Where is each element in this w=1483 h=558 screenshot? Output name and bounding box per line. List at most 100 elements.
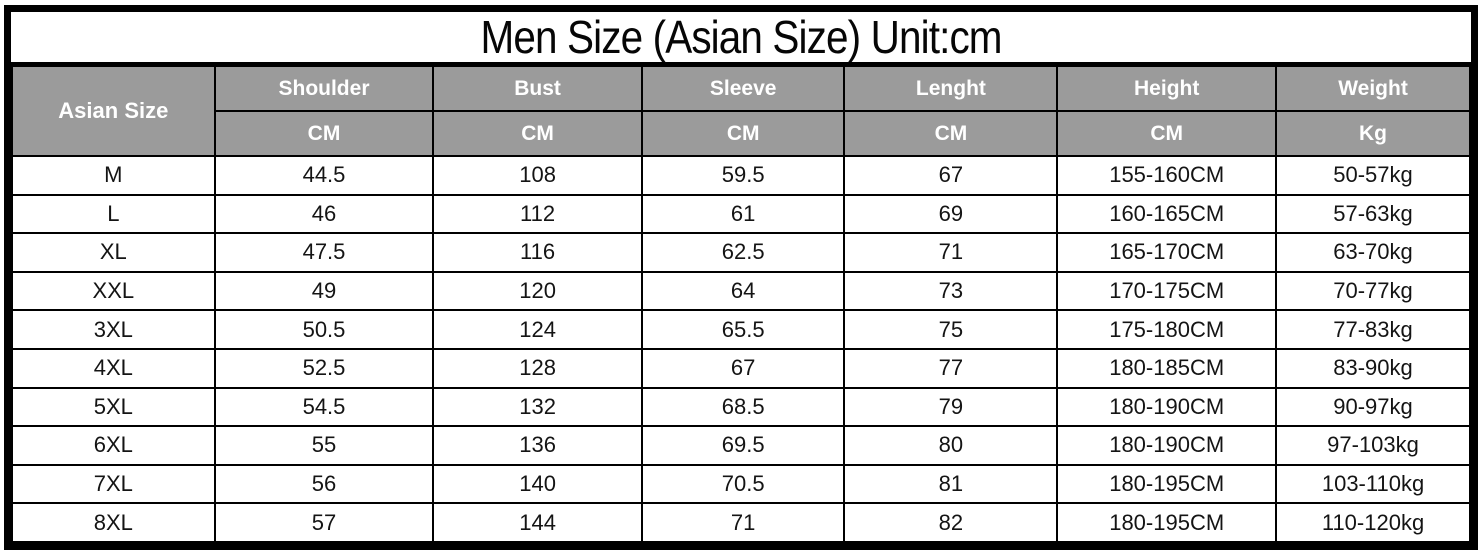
value-cell: 75 [843, 309, 1059, 350]
value-cell: 50-57kg [1275, 155, 1471, 196]
table-row-7xl: 7XL 56 140 70.5 81 180-195CM 103-110kg [11, 463, 1471, 505]
chart-title: Men Size (Asian Size) Unit:cm [480, 12, 1002, 63]
value-cell: 62.5 [640, 232, 846, 273]
table-row-4xl: 4XL 52.5 128 67 77 180-185CM 83-90kg [11, 347, 1471, 389]
header-row-units: CM CM CM CM CM Kg [12, 110, 1471, 157]
table-header: Asian Size Shoulder Bust Sleeve Lenght Heigh… [11, 65, 1471, 157]
value-cell: 90-97kg [1275, 386, 1471, 428]
value-cell: 82 [843, 502, 1059, 543]
table-row-l: L 46 112 61 69 160-165CM 57-63kg [11, 193, 1471, 235]
value-cell: 52.5 [213, 347, 435, 389]
column-unit-weight: Kg [1275, 110, 1471, 157]
value-cell: 59.5 [640, 155, 846, 196]
value-cell: 180-195CM [1056, 502, 1278, 543]
chart-title-bar: Men Size (Asian Size) Unit:cm [11, 12, 1471, 65]
value-cell: 65.5 [640, 309, 846, 350]
value-cell: 70.5 [640, 463, 846, 505]
size-chart-frame: Men Size (Asian Size) Unit:cm Asian Size… [4, 5, 1478, 550]
value-cell: 112 [432, 193, 643, 235]
value-cell: 136 [432, 425, 643, 466]
value-cell: 44.5 [213, 155, 435, 196]
header-row-labels: Asian Size Shoulder Bust Sleeve Lenght Heigh… [11, 65, 1471, 157]
value-cell: 110-120kg [1275, 502, 1471, 543]
value-cell: 57-63kg [1275, 193, 1471, 235]
column-header-weight: Weight [1275, 65, 1471, 112]
value-cell: 175-180CM [1056, 309, 1278, 350]
column-header-bust: Bust [432, 65, 643, 112]
column-unit-shoulder: CM [213, 110, 435, 157]
size-chart-table: Asian Size Shoulder Bust Sleeve Lenght Heigh… [11, 65, 1471, 543]
value-cell: 116 [432, 232, 643, 273]
size-cell: XL [11, 232, 216, 273]
value-cell: 165-170CM [1056, 232, 1278, 273]
size-cell: L [11, 193, 216, 235]
value-cell: 81 [843, 463, 1059, 505]
value-cell: 140 [432, 463, 643, 505]
value-cell: 69 [843, 193, 1059, 235]
size-cell: 5XL [11, 386, 216, 428]
table-row-3xl: 3XL 50.5 124 65.5 75 175-180CM 77-83kg [11, 309, 1471, 350]
value-cell: 180-190CM [1056, 386, 1278, 428]
value-cell: 77-83kg [1275, 309, 1471, 350]
size-cell: 6XL [11, 425, 216, 466]
column-unit-bust: CM [432, 110, 643, 157]
value-cell: 132 [432, 386, 643, 428]
value-cell: 63-70kg [1275, 232, 1471, 273]
value-cell: 68.5 [640, 386, 846, 428]
value-cell: 70-77kg [1275, 270, 1471, 312]
value-cell: 73 [843, 270, 1059, 312]
table-row-m: M 44.5 108 59.5 67 155-160CM 50-57kg [11, 155, 1471, 196]
table-body: M 44.5 108 59.5 67 155-160CM 50-57kg L 46 112 61 69… [11, 155, 1471, 543]
value-cell: 54.5 [213, 386, 435, 428]
value-cell: 108 [432, 155, 643, 196]
value-cell: 180-190CM [1056, 425, 1278, 466]
value-cell: 49 [213, 270, 435, 312]
value-cell: 55 [213, 425, 435, 466]
size-cell: M [11, 155, 216, 196]
value-cell: 128 [432, 347, 643, 389]
value-cell: 170-175CM [1056, 270, 1278, 312]
value-cell: 155-160CM [1056, 155, 1278, 196]
value-cell: 61 [640, 193, 846, 235]
value-cell: 64 [640, 270, 846, 312]
table-row-8xl: 8XL 57 144 71 82 180-195CM 110-120kg [11, 502, 1471, 543]
column-header-asian-size: Asian Size [11, 65, 216, 157]
value-cell: 67 [843, 155, 1059, 196]
value-cell: 124 [432, 309, 643, 350]
value-cell: 56 [213, 463, 435, 505]
value-cell: 67 [640, 347, 846, 389]
column-header-lenght: Lenght [843, 65, 1059, 112]
table-row-xxl: XXL 49 120 64 73 170-175CM 70-77kg [11, 270, 1471, 312]
value-cell: 71 [843, 232, 1059, 273]
column-unit-lenght: CM [843, 110, 1059, 157]
value-cell: 71 [640, 502, 846, 543]
value-cell: 83-90kg [1275, 347, 1471, 389]
table-row-6xl: 6XL 55 136 69.5 80 180-190CM 97-103kg [11, 425, 1471, 466]
value-cell: 50.5 [213, 309, 435, 350]
value-cell: 103-110kg [1275, 463, 1471, 505]
value-cell: 69.5 [640, 425, 846, 466]
value-cell: 79 [843, 386, 1059, 428]
value-cell: 47.5 [213, 232, 435, 273]
value-cell: 77 [843, 347, 1059, 389]
column-unit-height: CM [1056, 110, 1278, 157]
size-cell: 3XL [11, 309, 216, 350]
column-header-sleeve: Sleeve [640, 65, 846, 112]
value-cell: 80 [843, 425, 1059, 466]
column-header-height: Height [1056, 65, 1278, 112]
column-unit-sleeve: CM [640, 110, 846, 157]
value-cell: 144 [432, 502, 643, 543]
value-cell: 180-195CM [1056, 463, 1278, 505]
value-cell: 160-165CM [1056, 193, 1278, 235]
table-row-xl: XL 47.5 116 62.5 71 165-170CM 63-70kg [11, 232, 1471, 273]
value-cell: 46 [213, 193, 435, 235]
size-cell: XXL [11, 270, 216, 312]
value-cell: 97-103kg [1275, 425, 1471, 466]
column-header-shoulder: Shoulder [213, 65, 435, 112]
size-cell: 8XL [11, 502, 216, 543]
value-cell: 120 [432, 270, 643, 312]
value-cell: 180-185CM [1056, 347, 1278, 389]
table-row-5xl: 5XL 54.5 132 68.5 79 180-190CM 90-97kg [11, 386, 1471, 428]
value-cell: 57 [213, 502, 435, 543]
size-cell: 7XL [11, 463, 216, 505]
